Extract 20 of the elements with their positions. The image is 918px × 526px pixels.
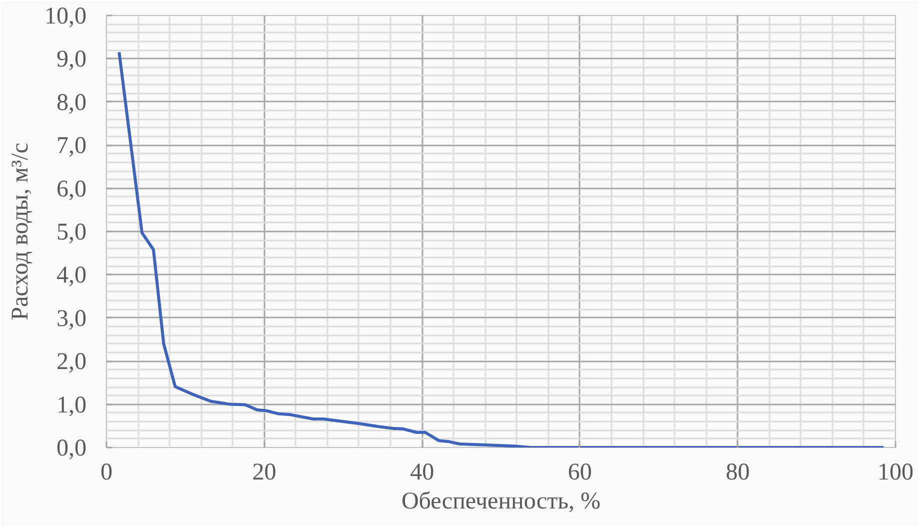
- line-series: [118, 50, 886, 448]
- y-tick-label: 3,0: [56, 306, 86, 332]
- x-axis-title: Обеспеченность, %: [401, 488, 601, 514]
- y-tick-label: 1,0: [56, 392, 86, 418]
- y-tick-label: 0,0: [56, 436, 86, 462]
- x-tick-label: 100: [878, 460, 914, 486]
- y-tick-label: 5,0: [56, 220, 86, 246]
- x-tick-label: 60: [568, 460, 592, 486]
- y-tick-label: 8,0: [56, 90, 86, 116]
- x-tick-label: 20: [252, 460, 276, 486]
- y-tick-label: 2,0: [56, 349, 86, 376]
- y-tick-label: 4,0: [56, 262, 86, 289]
- y-tick-label: 9,0: [56, 46, 86, 73]
- x-tick-label: 0: [100, 460, 112, 486]
- y-axis-title: Расход воды, м³/с: [8, 142, 34, 320]
- x-tick-label: 40: [410, 460, 434, 486]
- y-tick-label: 6,0: [56, 176, 86, 202]
- y-tick-label: 10,0: [44, 4, 86, 30]
- x-tick-label: 80: [726, 460, 750, 486]
- y-tick-label: 7,0: [56, 133, 86, 160]
